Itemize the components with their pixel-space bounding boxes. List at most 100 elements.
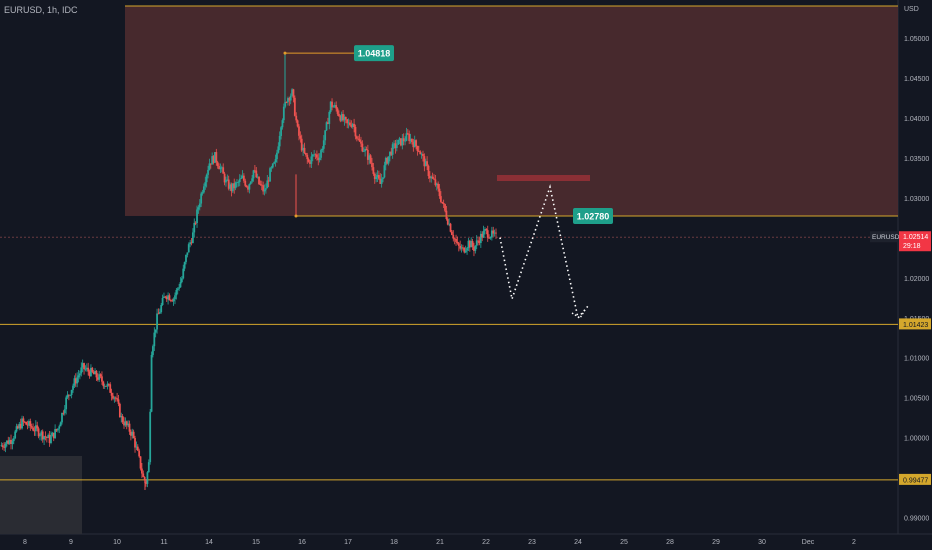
symbol-tag-label: EURUSD bbox=[872, 234, 900, 241]
candle-body bbox=[347, 122, 350, 124]
candle-body bbox=[90, 367, 92, 377]
candle-body bbox=[67, 394, 70, 396]
candle-body bbox=[382, 177, 384, 180]
candle-body bbox=[1, 445, 4, 447]
candle-body bbox=[169, 300, 172, 302]
candle-body bbox=[87, 367, 90, 372]
candle-body bbox=[21, 418, 23, 429]
candle-body bbox=[200, 193, 203, 204]
candle-body bbox=[331, 101, 333, 108]
candle-body bbox=[10, 439, 12, 445]
candle-body bbox=[372, 167, 375, 174]
candle-body bbox=[322, 140, 325, 149]
candle-body bbox=[165, 296, 168, 300]
candle-body bbox=[238, 178, 241, 183]
candle-body bbox=[7, 440, 10, 444]
candle-body bbox=[244, 180, 247, 186]
candle-body bbox=[474, 245, 477, 251]
candle-body bbox=[80, 367, 83, 374]
candle-body bbox=[321, 148, 324, 151]
candle-body bbox=[262, 185, 265, 192]
candle-body bbox=[167, 295, 169, 300]
candle-body bbox=[448, 223, 451, 225]
candle-body bbox=[358, 139, 361, 142]
candle-body bbox=[236, 182, 238, 183]
candle-body bbox=[394, 143, 397, 149]
candle-body bbox=[415, 140, 417, 146]
candle-body bbox=[409, 138, 412, 142]
candle-body bbox=[29, 421, 32, 427]
candle-body bbox=[373, 173, 376, 180]
candle-body bbox=[229, 184, 231, 189]
candle-body bbox=[127, 423, 130, 426]
candle-body bbox=[12, 438, 15, 442]
candle-body bbox=[428, 176, 431, 179]
candle-body bbox=[270, 167, 273, 169]
candle-body bbox=[5, 440, 8, 444]
candle-body bbox=[315, 154, 318, 158]
candle-body bbox=[306, 154, 309, 160]
candle-body bbox=[417, 151, 420, 152]
candle-body bbox=[369, 155, 372, 163]
candle-body bbox=[404, 140, 406, 142]
candle-body bbox=[186, 252, 189, 255]
candle-body bbox=[442, 202, 445, 205]
candle-body bbox=[463, 247, 466, 253]
candle-body bbox=[33, 430, 36, 432]
candle-body bbox=[245, 185, 248, 187]
candle-body bbox=[395, 144, 398, 149]
candle-body bbox=[62, 412, 65, 414]
candle-body bbox=[423, 156, 426, 167]
candle-body bbox=[350, 125, 353, 127]
candle-body bbox=[198, 203, 201, 208]
candle-body bbox=[131, 431, 134, 436]
candle-body bbox=[98, 374, 101, 380]
candle-body bbox=[360, 141, 362, 144]
candle-body bbox=[368, 155, 371, 160]
candle-body bbox=[303, 147, 306, 153]
candle-body bbox=[132, 431, 135, 439]
candle-body bbox=[296, 120, 299, 127]
candle-body bbox=[222, 167, 225, 174]
candle-body bbox=[44, 436, 47, 438]
candle-body bbox=[379, 178, 382, 184]
candle-body bbox=[121, 415, 124, 423]
candle-body bbox=[335, 105, 338, 109]
high-badge-label: 1.04818 bbox=[358, 49, 391, 59]
candle-body bbox=[142, 473, 145, 477]
candle-body bbox=[338, 113, 340, 117]
candle-body bbox=[205, 174, 208, 183]
low-annotation-dot bbox=[294, 214, 298, 218]
candle-body bbox=[412, 142, 415, 148]
candle-body bbox=[377, 175, 380, 179]
high-annotation-dot bbox=[283, 51, 287, 55]
candle-body bbox=[365, 148, 368, 151]
candle-body bbox=[362, 151, 365, 152]
candle-body bbox=[351, 123, 354, 127]
candle-body bbox=[478, 240, 481, 243]
candle-body bbox=[282, 106, 285, 121]
candle-body bbox=[451, 231, 453, 235]
y-tick-label: 0.99000 bbox=[904, 516, 929, 523]
candle-body bbox=[32, 427, 34, 431]
candle-body bbox=[146, 472, 149, 484]
candle-body bbox=[280, 127, 282, 136]
candle-body bbox=[61, 412, 63, 423]
candle-body bbox=[271, 163, 274, 168]
candle-body bbox=[473, 246, 475, 251]
candle-body bbox=[486, 230, 489, 238]
current-price-label: 1.02514 bbox=[903, 234, 928, 241]
candle-body bbox=[70, 389, 73, 395]
candle-body bbox=[390, 151, 393, 155]
candle-body bbox=[128, 423, 131, 432]
y-tick-label: 1.01000 bbox=[904, 356, 929, 363]
candle-body bbox=[273, 162, 276, 164]
candle-body bbox=[320, 150, 322, 158]
candle-body bbox=[278, 135, 281, 147]
candle-body bbox=[112, 395, 114, 399]
candle-body bbox=[318, 157, 321, 161]
candle-body bbox=[361, 143, 364, 152]
level-tag-2 bbox=[899, 473, 931, 485]
candle-body bbox=[18, 423, 21, 429]
